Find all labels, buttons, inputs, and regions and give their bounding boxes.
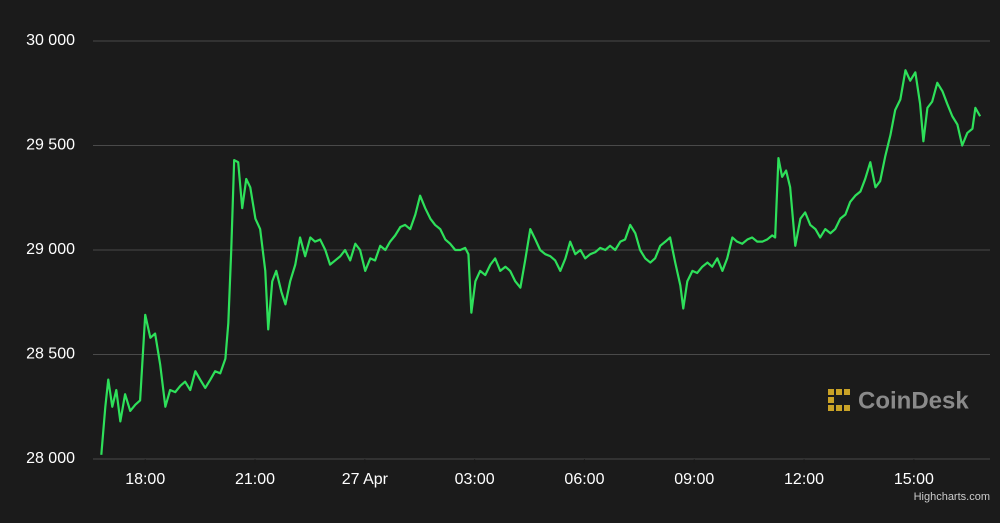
watermark: CoinDesk <box>858 387 969 414</box>
price-line <box>100 69 982 455</box>
x-tick-label: 15:00 <box>894 471 934 488</box>
y-tick-label: 29 000 <box>26 241 75 258</box>
x-tick-label: 09:00 <box>674 471 714 488</box>
x-tick-label: 03:00 <box>455 471 495 488</box>
x-tick-label: 12:00 <box>784 471 824 488</box>
x-tick-label: 18:00 <box>125 471 165 488</box>
y-tick-label: 28 500 <box>26 346 75 363</box>
y-tick-label: 28 000 <box>26 450 75 467</box>
x-tick-label: 27 Apr <box>342 471 389 488</box>
x-tick-label: 06:00 <box>564 471 604 488</box>
x-tick-label: 21:00 <box>235 471 275 488</box>
credits[interactable]: Highcharts.com <box>914 491 990 503</box>
y-tick-label: 30 000 <box>26 32 75 49</box>
y-tick-label: 29 500 <box>26 137 75 154</box>
watermark-logo <box>828 389 850 411</box>
